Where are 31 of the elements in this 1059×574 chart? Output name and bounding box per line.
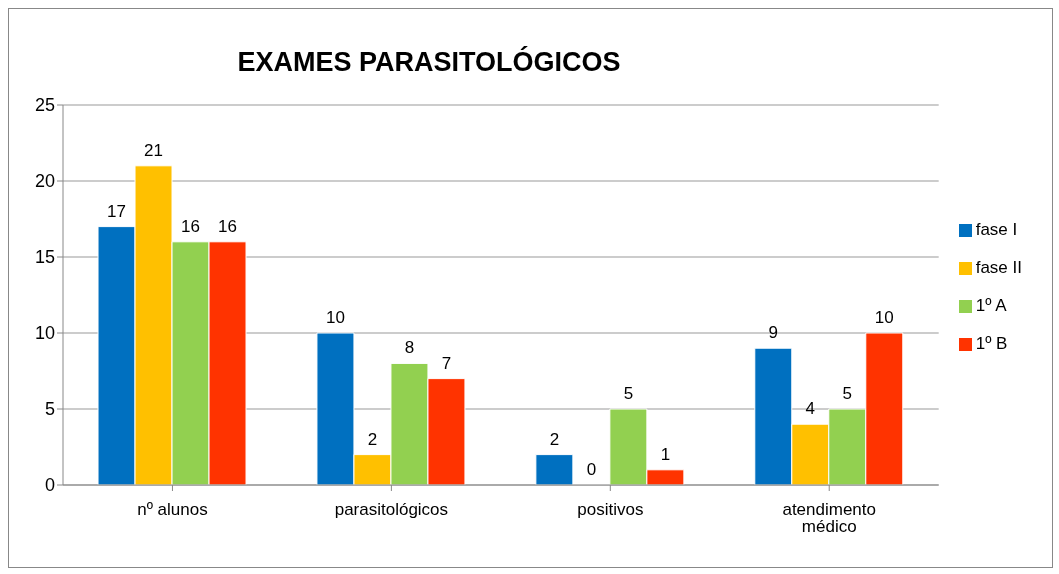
data-label: 16 <box>181 216 200 236</box>
legend-label: 1º A <box>975 296 1007 315</box>
legend-label: 1º B <box>975 334 1008 353</box>
x-tick-label: atendimento médico <box>782 500 877 537</box>
data-label: 1 <box>660 444 671 464</box>
y-tick-label: 5 <box>44 399 55 420</box>
data-label: 4 <box>805 399 816 419</box>
data-label: 7 <box>441 353 452 373</box>
x-tick-label: nº alunos <box>137 500 208 520</box>
data-label: 10 <box>874 308 894 327</box>
x-tick-label: parasitológicos <box>334 500 449 520</box>
data-label: 9 <box>768 323 779 343</box>
data-label: 5 <box>623 384 634 403</box>
data-label: 16 <box>218 216 237 236</box>
y-tick-label: 20 <box>34 171 55 192</box>
y-tick-label: 10 <box>34 323 55 344</box>
data-label: 2 <box>367 429 378 449</box>
chart-title: EXAMES PARASITOLÓGICOS <box>236 47 622 78</box>
x-tick-label: positivos <box>577 500 644 520</box>
data-label: 5 <box>842 384 853 403</box>
data-label: 21 <box>144 140 163 160</box>
legend-label: fase II <box>975 258 1022 277</box>
data-label: 8 <box>404 338 415 358</box>
y-tick-label: 25 <box>34 95 55 116</box>
data-label: 17 <box>107 201 126 221</box>
y-tick-label: 15 <box>34 247 55 268</box>
data-label: 10 <box>325 308 345 327</box>
y-tick-label: 0 <box>44 475 55 496</box>
data-label: 2 <box>549 429 560 449</box>
data-label: 0 <box>586 459 597 479</box>
legend-label: fase I <box>975 220 1018 239</box>
